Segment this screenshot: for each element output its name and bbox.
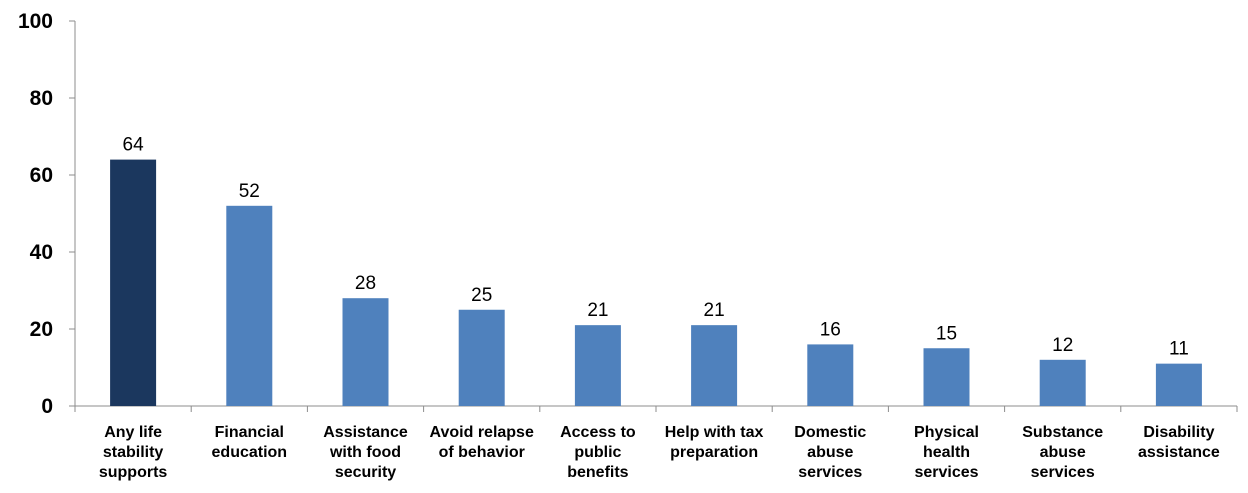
y-tick-label: 40: [30, 241, 53, 264]
data-label: 11: [1169, 339, 1189, 360]
data-label: 21: [587, 300, 608, 321]
x-tick-label-line: services: [914, 464, 978, 481]
x-tick-label-line: education: [212, 444, 288, 461]
bar: [923, 348, 970, 406]
y-tick-label: 0: [41, 395, 53, 418]
bars: [110, 159, 1202, 406]
x-tick-label: Domestic abuse services: [794, 424, 866, 481]
x-tick-label-line: stability: [103, 444, 164, 461]
data-label: 52: [239, 181, 260, 202]
x-tick-label: Physical health services: [914, 424, 979, 481]
bar: [807, 344, 854, 406]
data-label: 28: [355, 273, 376, 294]
x-tick-label-line: benefits: [567, 464, 628, 481]
data-label: 64: [123, 135, 145, 156]
x-tick-label-line: security: [335, 464, 396, 481]
x-tick-label: Disability assistance: [1138, 424, 1220, 461]
x-tick-label: Financial education: [212, 424, 288, 461]
x-tick-label: Help with tax preparation: [665, 424, 764, 461]
y-tick-label: 100: [18, 10, 53, 33]
x-tick-label-line: health: [923, 444, 970, 461]
x-tick-label-line: supports: [99, 464, 168, 481]
x-tick-label-line: services: [798, 464, 862, 481]
bar: [1039, 359, 1086, 406]
x-tick-label-line: Avoid relapse: [430, 424, 534, 441]
x-tick-label-line: Physical: [914, 424, 979, 441]
data-label: 16: [820, 319, 841, 340]
data-label: 15: [936, 323, 957, 344]
x-tick-label-line: of behavior: [439, 444, 525, 461]
bar: [458, 309, 505, 406]
x-tick-label: Avoid relapse of behavior: [430, 424, 534, 461]
x-tick-label-line: preparation: [670, 444, 758, 461]
bar: [574, 325, 621, 406]
x-axis: [74, 405, 1238, 412]
x-tick-label-line: Disability: [1143, 424, 1214, 441]
y-tick-label: 20: [30, 318, 53, 341]
x-tick-label-line: abuse: [807, 444, 853, 461]
x-tick-label-line: with food: [329, 444, 401, 461]
bar: [342, 298, 389, 406]
bar: [1155, 363, 1202, 406]
x-tick-label-line: Any life: [104, 424, 162, 441]
y-tick-label: 60: [30, 164, 53, 187]
x-tick-label-line: abuse: [1040, 444, 1086, 461]
x-tick-labels: Any life stability supports Financial educat…: [99, 424, 1220, 481]
x-tick-label: Any life stability supports: [99, 424, 168, 481]
x-tick-label-line: Assistance: [323, 424, 408, 441]
x-tick-label: Substance abuse services: [1022, 424, 1103, 481]
data-labels: 64 52 28 25 21 21 16 15 12 11: [123, 135, 1189, 360]
x-tick-label: Assistance with food security: [323, 424, 408, 481]
x-tick-label-line: Financial: [215, 424, 284, 441]
data-label: 12: [1052, 335, 1073, 356]
x-tick-label-line: Domestic: [794, 424, 866, 441]
data-label: 21: [704, 300, 725, 321]
x-tick-label-line: assistance: [1138, 444, 1220, 461]
x-tick-label-line: Substance: [1022, 424, 1103, 441]
x-tick-label-line: public: [574, 444, 621, 461]
x-tick-label-line: Help with tax: [665, 424, 764, 441]
x-tick-label-line: Access to: [560, 424, 636, 441]
data-label: 25: [471, 285, 492, 306]
y-axis: 0 20 40 60 80 100: [18, 10, 76, 418]
bar: [110, 159, 157, 406]
y-tick-label: 80: [30, 87, 53, 110]
x-tick-label-line: services: [1031, 464, 1095, 481]
bar: [226, 205, 273, 406]
x-tick-label: Access to public benefits: [560, 424, 636, 481]
bar: [691, 325, 738, 406]
